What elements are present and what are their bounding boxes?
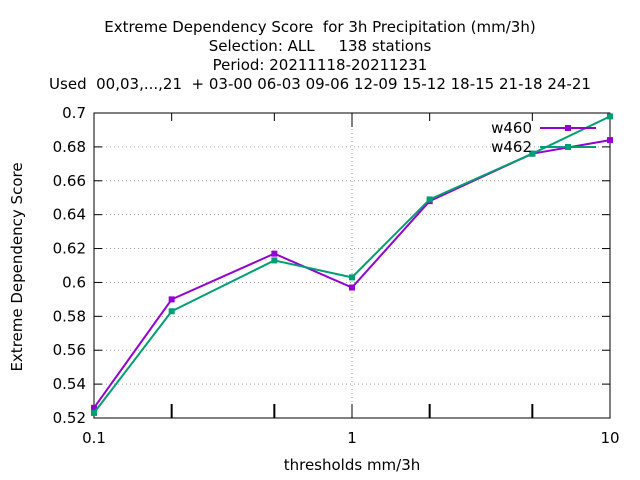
series-layer — [91, 113, 613, 416]
x-tick-label: 0.1 — [82, 429, 106, 447]
ticks-layer: 0.52 0.54 0.56 0.58 0.6 0.62 0.64 0.66 0.68 0.7 0.… — [53, 104, 620, 447]
legend-label-w460: w460 — [491, 119, 532, 137]
data-point-w460 — [168, 296, 175, 303]
legend-marker-w460 — [565, 125, 571, 131]
legend-marker-w462 — [565, 144, 571, 150]
data-point-w462 — [607, 113, 613, 120]
y-tick-label: 0.62 — [53, 240, 86, 258]
grid-layer — [94, 113, 610, 418]
y-tick-label: 0.54 — [53, 375, 86, 393]
y-tick-label: 0.68 — [53, 138, 86, 156]
data-point-w462 — [529, 150, 536, 157]
data-point-w460 — [91, 404, 97, 411]
legend-label-w462: w462 — [491, 138, 532, 156]
x-tick-label: 1 — [347, 429, 357, 447]
chart-title-line-4: Used 00,03,...,21 + 03-00 06-03 09-06 12… — [49, 75, 591, 93]
y-tick-label: 0.58 — [53, 307, 86, 325]
y-tick-label: 0.7 — [62, 104, 86, 122]
y-axis-label: Extreme Dependency Score — [8, 162, 26, 371]
plot-frame — [93, 112, 611, 419]
data-point-w460 — [349, 284, 355, 291]
x-axis-label: thresholds mm/3h — [284, 456, 421, 474]
data-point-w462 — [91, 409, 97, 416]
x-tick-label: 10 — [600, 429, 619, 447]
data-point-w462 — [426, 196, 433, 203]
y-tick-label: 0.52 — [53, 409, 86, 427]
y-tick-label: 0.56 — [53, 341, 86, 359]
data-point-w462 — [168, 308, 175, 315]
y-tick-label: 0.66 — [53, 172, 86, 190]
series-line-w462 — [93, 115, 611, 414]
chart-title-line-2: Selection: ALL 138 stations — [208, 37, 432, 55]
chart-title-line-3: Period: 20211118-20211231 — [212, 56, 428, 74]
chart-title-line-1: Extreme Dependency Score for 3h Precipit… — [104, 18, 536, 36]
data-point-w460 — [271, 250, 278, 257]
data-point-w462 — [349, 274, 355, 281]
y-tick-label: 0.64 — [53, 206, 86, 224]
data-point-w460 — [607, 137, 613, 144]
data-point-w462 — [271, 257, 278, 264]
y-tick-label: 0.6 — [62, 273, 86, 291]
